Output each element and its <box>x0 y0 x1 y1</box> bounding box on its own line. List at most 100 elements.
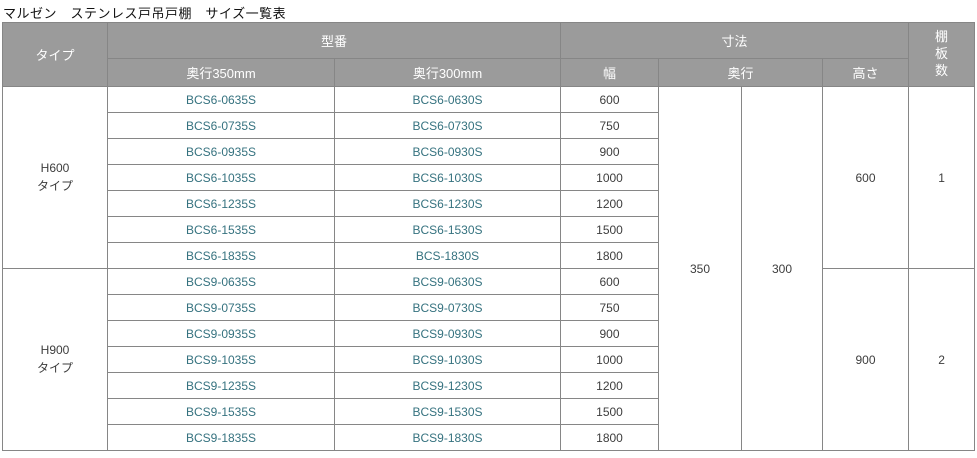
shelf-count-cell-h900: 2 <box>908 268 976 451</box>
model-350-cell: BCS9-1835S <box>107 424 335 451</box>
table-row: BCS9-0935S BCS9-0930S 900 <box>3 320 975 347</box>
table-row: BCS9-1535S BCS9-1530S 1500 <box>3 398 975 425</box>
model-350-cell: BCS9-1535S <box>107 398 335 425</box>
model-350-cell: BCS6-0935S <box>107 138 335 165</box>
width-cell: 750 <box>560 112 660 139</box>
type-label-line1: H900 <box>40 343 70 358</box>
model-link[interactable]: BCS9-0930S <box>412 326 483 341</box>
width-cell: 900 <box>560 320 660 347</box>
height-cell-h900: 900 <box>822 268 910 451</box>
model-300-cell: BCS9-1830S <box>333 424 562 451</box>
model-300-cell: BCS9-1230S <box>333 372 562 399</box>
size-spec-table: タイプ 型番 寸法 棚 板 数 奥行350mm 奥行300mm 幅 奥行 高さ … <box>2 22 976 451</box>
model-350-cell: BCS6-1835S <box>107 242 335 269</box>
width-cell: 1800 <box>560 424 660 451</box>
model-link[interactable]: BCS9-0935S <box>185 326 257 341</box>
model-link[interactable]: BCS6-1535S <box>185 222 257 237</box>
model-link[interactable]: BCS-1830S <box>415 248 480 263</box>
table-row: BCS6-0935S BCS6-0930S 900 <box>3 138 975 165</box>
table-row: BCS6-1235S BCS6-1230S 1200 <box>3 190 975 217</box>
model-link[interactable]: BCS9-1235S <box>185 378 257 393</box>
width-cell: 1200 <box>560 190 660 217</box>
model-300-cell: BCS9-1030S <box>333 346 562 373</box>
model-link[interactable]: BCS6-1530S <box>412 222 483 237</box>
type-cell-h900: H900 タイプ <box>2 268 108 451</box>
model-link[interactable]: BCS6-1230S <box>412 196 483 211</box>
model-link[interactable]: BCS9-1530S <box>412 404 483 419</box>
model-link[interactable]: BCS9-1535S <box>185 404 257 419</box>
table-row: BCS9-1035S BCS9-1030S 1000 <box>3 346 975 373</box>
model-link[interactable]: BCS9-0630S <box>412 274 483 289</box>
width-cell: 1500 <box>560 216 660 243</box>
model-300-cell: BCS9-0930S <box>333 320 562 347</box>
model-link[interactable]: BCS6-0935S <box>185 144 257 159</box>
table-row: H600 タイプ BCS6-0635S BCS6-0630S 600 350 3… <box>2 86 976 451</box>
type-label-line2: タイプ <box>36 178 73 193</box>
model-link[interactable]: BCS6-1235S <box>185 196 257 211</box>
model-link[interactable]: BCS6-0735S <box>185 118 257 133</box>
model-link[interactable]: BCS9-0730S <box>412 300 483 315</box>
model-link[interactable]: BCS9-0635S <box>185 274 257 289</box>
model-300-cell: BCS-1830S <box>333 242 562 269</box>
model-300-cell: BCS6-1030S <box>333 164 562 191</box>
table-row: BCS6-0735S BCS6-0730S 750 <box>3 112 975 139</box>
model-350-cell: BCS6-0735S <box>107 112 335 139</box>
header-model-depth350: 奥行350mm <box>107 58 335 87</box>
model-link[interactable]: BCS6-0635S <box>185 92 257 107</box>
model-350-cell: BCS6-1535S <box>107 216 335 243</box>
height-cell-h600: 600 <box>822 86 910 269</box>
model-link[interactable]: BCS6-0630S <box>412 92 483 107</box>
model-link[interactable]: BCS6-1035S <box>185 170 257 185</box>
model-300-cell: BCS9-0730S <box>333 294 562 321</box>
table-row: BCS9-1835S BCS9-1830S 1800 <box>3 424 975 451</box>
model-300-cell: BCS6-0630S <box>333 86 562 113</box>
header-shelf-char: 棚 <box>935 29 949 45</box>
header-width: 幅 <box>560 58 660 87</box>
model-350-cell: BCS6-1035S <box>107 164 335 191</box>
depth-300-value-cell: 300 <box>741 86 824 451</box>
table-row: BCS6-1035S BCS6-1030S 1000 <box>3 164 975 191</box>
model-350-cell: BCS9-1235S <box>107 372 335 399</box>
model-300-cell: BCS6-0730S <box>333 112 562 139</box>
width-cell: 900 <box>560 138 660 165</box>
depth-350-value-cell: 350 <box>658 86 743 451</box>
header-model-group: 型番 <box>106 22 562 59</box>
model-link[interactable]: BCS9-1230S <box>412 378 483 393</box>
table-row: BCS6-1535S BCS6-1530S 1500 <box>3 216 975 243</box>
model-link[interactable]: BCS9-1035S <box>185 352 257 367</box>
header-model-depth300: 奥行300mm <box>333 58 562 87</box>
model-link[interactable]: BCS9-1030S <box>412 352 483 367</box>
model-link[interactable]: BCS9-0735S <box>185 300 257 315</box>
model-link[interactable]: BCS6-1030S <box>412 170 483 185</box>
model-link[interactable]: BCS9-1835S <box>185 430 257 445</box>
model-link[interactable]: BCS9-1830S <box>412 430 483 445</box>
width-cell: 600 <box>560 86 660 113</box>
header-shelf-count: 棚 板 数 <box>908 22 976 87</box>
width-cell: 1500 <box>560 398 660 425</box>
page-title: マルゼン ステンレス戸吊戸棚 サイズ一覧表 <box>3 6 287 21</box>
model-300-cell: BCS6-0930S <box>333 138 562 165</box>
width-cell: 1800 <box>560 242 660 269</box>
shelf-count-cell-h600: 1 <box>908 86 976 269</box>
header-dimensions-group: 寸法 <box>560 22 910 59</box>
width-cell: 1200 <box>560 372 660 399</box>
model-350-cell: BCS9-0935S <box>107 320 335 347</box>
width-cell: 1000 <box>560 346 660 373</box>
model-300-cell: BCS9-1530S <box>333 398 562 425</box>
model-link[interactable]: BCS6-0930S <box>412 144 483 159</box>
model-300-cell: BCS6-1230S <box>333 190 562 217</box>
model-300-cell: BCS9-0630S <box>333 268 562 295</box>
model-link[interactable]: BCS6-1835S <box>185 248 257 263</box>
width-cell: 600 <box>560 268 660 295</box>
model-350-cell: BCS9-0735S <box>107 294 335 321</box>
model-link[interactable]: BCS6-0730S <box>412 118 483 133</box>
table-row: BCS9-0735S BCS9-0730S 750 <box>3 294 975 321</box>
type-cell-h600: H600 タイプ <box>2 86 108 269</box>
model-350-cell: BCS6-1235S <box>107 190 335 217</box>
width-cell: 1000 <box>560 164 660 191</box>
model-350-cell: BCS9-0635S <box>107 268 335 295</box>
model-300-cell: BCS6-1530S <box>333 216 562 243</box>
type-label-line1: H600 <box>40 161 70 176</box>
header-shelf-char: 数 <box>935 62 949 78</box>
model-350-cell: BCS9-1035S <box>107 346 335 373</box>
